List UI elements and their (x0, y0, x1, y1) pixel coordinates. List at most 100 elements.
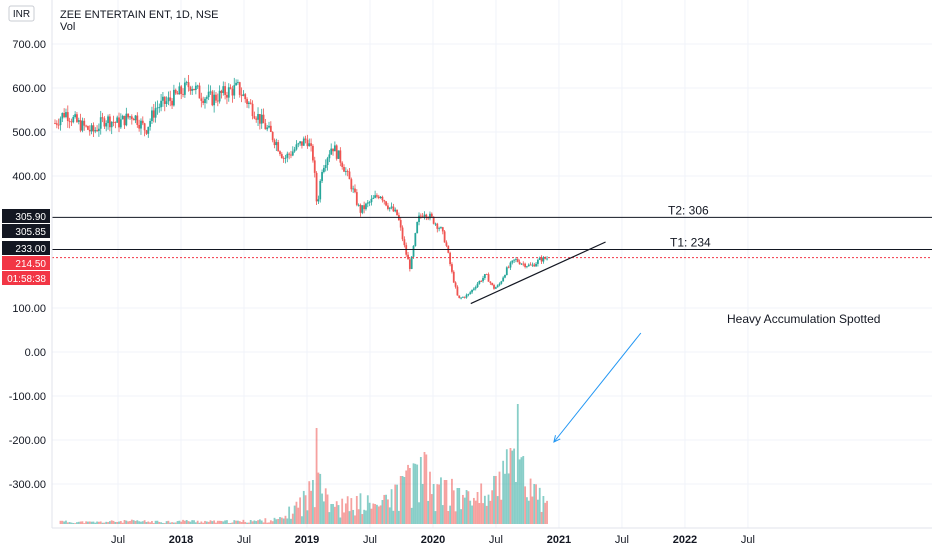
price-tag-305: 305.85 (15, 227, 46, 238)
volume-bar (321, 493, 323, 524)
volume-bar (205, 521, 208, 524)
volume-bar (218, 520, 221, 524)
candle-body (200, 98, 203, 101)
candle-body (244, 94, 247, 100)
candle-body (471, 289, 473, 293)
volume-bar (183, 520, 186, 524)
candle-body (162, 96, 164, 101)
candle-body (516, 259, 519, 262)
volume-bar (101, 522, 104, 524)
candle-body (315, 172, 318, 202)
volume-bar (211, 521, 214, 524)
volume-bar (365, 510, 367, 524)
volume-bar (226, 520, 228, 524)
volume-bar (88, 521, 91, 524)
candle-body (355, 192, 358, 205)
horizontal-levels[interactable]: T2: 306 T1: 234 (52, 203, 932, 259)
volume-bar (370, 508, 373, 524)
volume-bar (229, 522, 232, 524)
candle-body (374, 195, 377, 198)
volume-bar (302, 490, 305, 524)
volume-bar (462, 494, 464, 524)
candle-body (472, 288, 475, 290)
candle-body (526, 266, 528, 268)
volume-bar (324, 488, 327, 524)
candle-body (429, 213, 431, 219)
candle-body (440, 227, 442, 229)
candle-body (451, 264, 453, 272)
volume-bar (328, 512, 331, 524)
volume-bar (68, 522, 71, 524)
volume-bar (407, 464, 409, 524)
volume-bar (258, 519, 261, 524)
volume-indicator-label[interactable]: Vol (60, 21, 75, 33)
volume-bar (348, 511, 351, 524)
volume-bar (284, 515, 287, 524)
volume-bar (483, 495, 486, 524)
volume-bar (172, 522, 175, 524)
annotations[interactable]: Heavy Accumulation Spotted (553, 312, 881, 443)
candle-body (134, 115, 137, 121)
volume-bar (130, 519, 133, 524)
annotation-arrow[interactable] (553, 332, 642, 443)
volume-bar (160, 522, 162, 524)
level-label[interactable]: T1: 234 (670, 235, 711, 249)
candle-body (282, 158, 285, 159)
volume-bar (408, 468, 411, 524)
level-label[interactable]: T2: 306 (668, 203, 709, 217)
volume-bar (301, 516, 303, 524)
trendlines[interactable] (470, 241, 606, 305)
candle-body (277, 142, 280, 152)
volume-bar (178, 520, 181, 524)
volume-bar (215, 522, 217, 524)
candle-body (123, 115, 126, 126)
candle-body (436, 223, 439, 229)
volume-bar (110, 520, 113, 524)
candle-body (55, 123, 58, 125)
volume-bar (196, 520, 199, 524)
candle-body (467, 293, 470, 295)
volume-bar (213, 520, 216, 524)
candle-body (511, 260, 514, 263)
candle-body (103, 118, 106, 127)
candle-body (127, 113, 130, 118)
candle-body (438, 228, 441, 230)
candle-body (518, 261, 521, 265)
candle-body (346, 171, 349, 172)
candle-body (321, 172, 323, 181)
candle-body (354, 188, 356, 193)
candle-body (112, 121, 115, 123)
candle-body (454, 282, 457, 287)
candle-body (385, 201, 387, 206)
candle-body (129, 116, 131, 118)
volume-bar (291, 513, 294, 524)
volume-bar (299, 497, 302, 524)
volume-bar (189, 521, 192, 524)
candle-body (476, 283, 479, 288)
candle-body (416, 222, 419, 234)
candle-body (538, 257, 541, 260)
volume-bar (149, 522, 152, 524)
candle-body (194, 85, 197, 90)
volume-bar (427, 500, 430, 524)
currency-badge[interactable] (8, 5, 35, 22)
volume-bar (478, 503, 481, 524)
candle-body (357, 204, 360, 206)
candle-body (247, 102, 250, 104)
candle-body (465, 294, 468, 298)
volume-bar (87, 521, 89, 524)
trendline[interactable] (470, 241, 606, 305)
volume-bar (498, 471, 501, 524)
volume-bar (162, 522, 164, 524)
candle-body (379, 196, 382, 199)
candle-body (268, 125, 270, 128)
volume-bar (132, 520, 135, 524)
x-tick-label: 2019 (295, 534, 319, 546)
x-tick-label: Jul (237, 534, 251, 546)
candle-body (441, 227, 444, 232)
volume-bar (418, 502, 420, 524)
annotation-text[interactable]: Heavy Accumulation Spotted (727, 312, 880, 326)
candle-body (258, 114, 261, 124)
volume-bar (194, 522, 197, 524)
